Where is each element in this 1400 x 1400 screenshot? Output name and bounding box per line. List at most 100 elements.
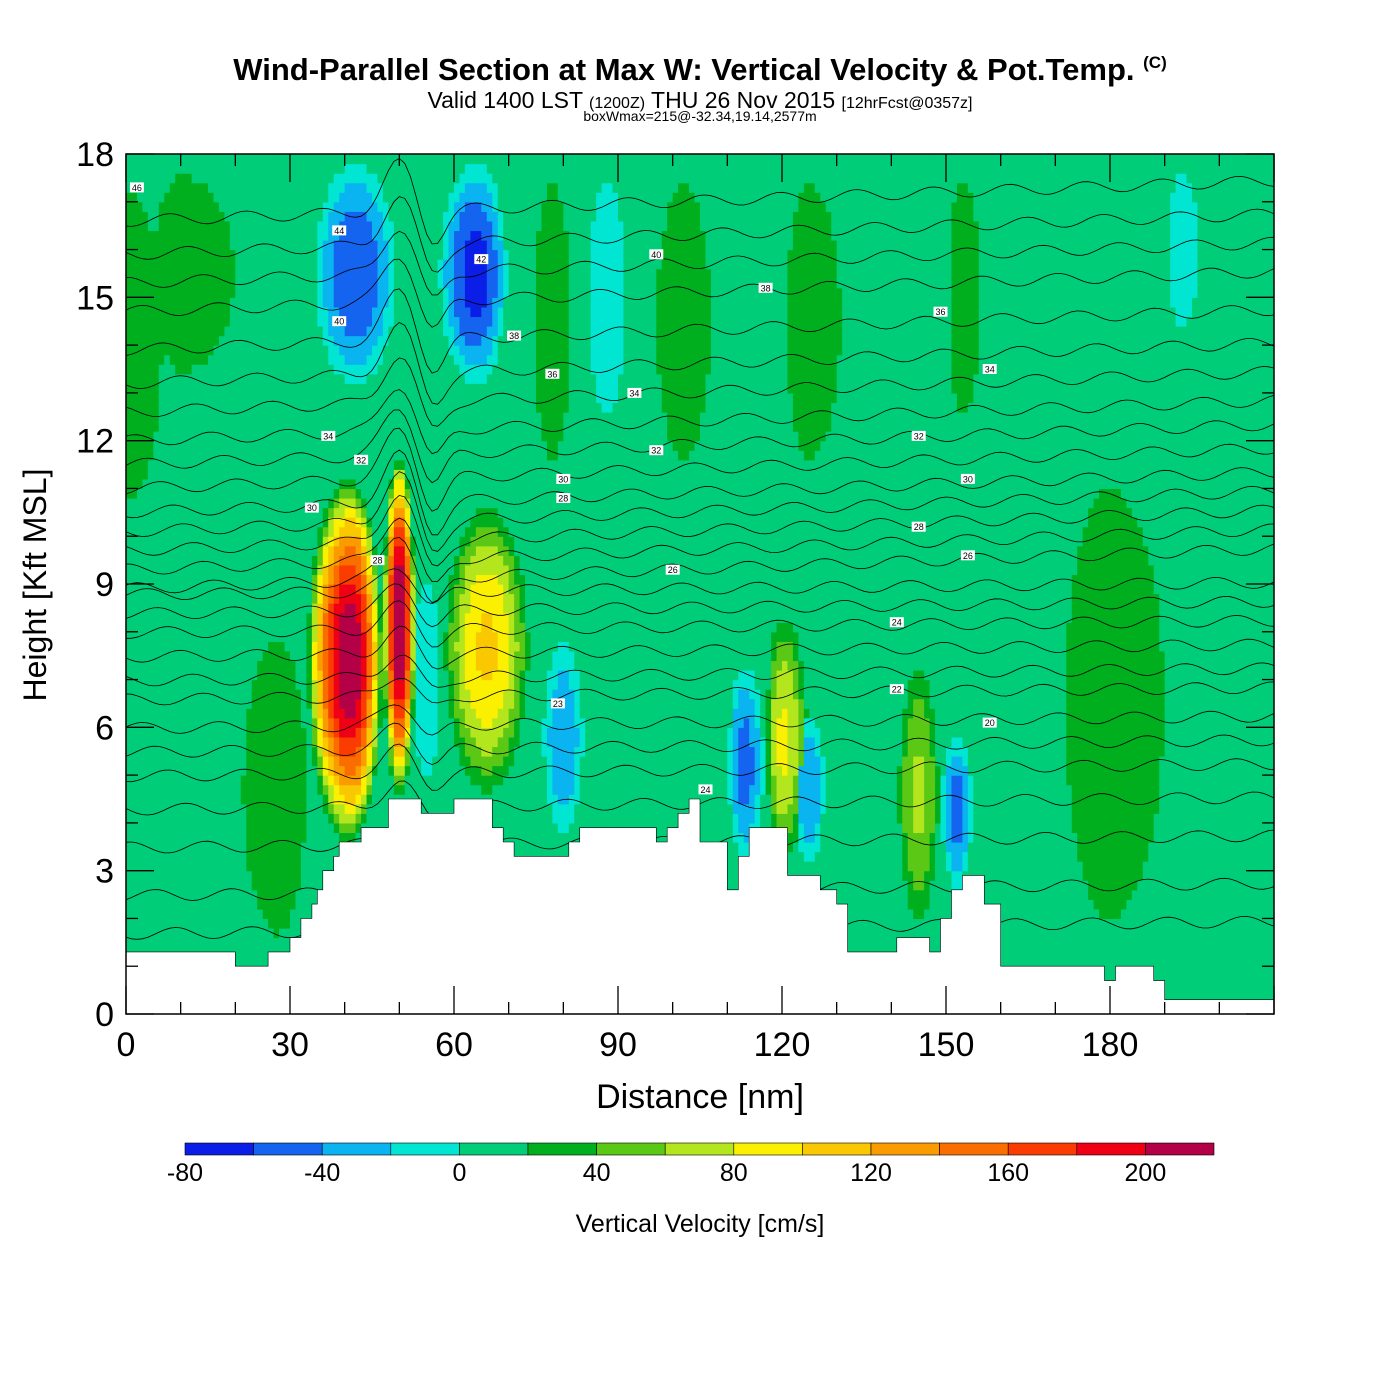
velocity-cell bbox=[142, 201, 149, 212]
velocity-cell bbox=[328, 555, 335, 566]
velocity-cell bbox=[142, 736, 149, 748]
velocity-cell bbox=[131, 908, 138, 920]
velocity-cell bbox=[377, 813, 384, 824]
velocity-cell bbox=[377, 268, 384, 279]
velocity-cell bbox=[191, 450, 198, 461]
velocity-cell bbox=[377, 412, 384, 423]
velocity-cell bbox=[399, 612, 406, 623]
velocity-cell bbox=[229, 612, 236, 623]
velocity-cell bbox=[191, 440, 198, 451]
velocity-cell bbox=[180, 517, 187, 528]
velocity-cell bbox=[153, 421, 160, 432]
velocity-cell bbox=[169, 593, 176, 604]
velocity-cell bbox=[284, 517, 291, 528]
velocity-cell bbox=[224, 478, 231, 490]
velocity-cell bbox=[158, 383, 165, 394]
velocity-cell bbox=[224, 899, 231, 910]
velocity-cell bbox=[213, 679, 220, 690]
velocity-cell bbox=[339, 182, 346, 193]
velocity-cell bbox=[279, 851, 286, 862]
velocity-cell bbox=[142, 765, 149, 776]
velocity-cell bbox=[164, 861, 171, 872]
velocity-cell bbox=[158, 259, 165, 270]
velocity-cell bbox=[317, 736, 324, 748]
velocity-cell bbox=[197, 889, 204, 900]
velocity-cell bbox=[279, 698, 286, 709]
velocity-cell bbox=[333, 154, 340, 165]
velocity-cell bbox=[251, 259, 258, 270]
velocity-cell bbox=[229, 192, 236, 203]
velocity-cell bbox=[131, 794, 138, 805]
velocity-cell bbox=[164, 364, 171, 375]
velocity-cell bbox=[126, 431, 133, 442]
velocity-cell bbox=[158, 756, 165, 767]
velocity-cell bbox=[344, 536, 351, 547]
velocity-cell bbox=[224, 937, 231, 948]
velocity-cell bbox=[404, 354, 411, 365]
velocity-cell bbox=[208, 880, 215, 891]
velocity-cell bbox=[126, 326, 133, 337]
velocity-cell bbox=[284, 555, 291, 566]
velocity-cell bbox=[388, 268, 395, 279]
velocity-cell bbox=[268, 412, 275, 423]
velocity-cell bbox=[366, 297, 373, 308]
velocity-cell bbox=[295, 908, 302, 920]
velocity-cell bbox=[306, 650, 313, 662]
velocity-cell bbox=[164, 708, 171, 719]
velocity-cell bbox=[339, 201, 346, 212]
velocity-cell bbox=[251, 870, 258, 881]
velocity-cell bbox=[262, 412, 269, 423]
velocity-cell bbox=[229, 421, 236, 432]
velocity-cell bbox=[399, 526, 406, 537]
velocity-cell bbox=[333, 784, 340, 795]
velocity-cell bbox=[218, 306, 225, 318]
velocity-cell bbox=[372, 517, 379, 528]
velocity-cell bbox=[306, 813, 313, 824]
velocity-cell bbox=[377, 230, 384, 241]
velocity-cell bbox=[257, 555, 264, 566]
velocity-cell bbox=[350, 756, 357, 767]
velocity-cell bbox=[246, 603, 253, 614]
velocity-cell bbox=[279, 870, 286, 881]
velocity-cell bbox=[257, 478, 264, 490]
velocity-cell bbox=[355, 517, 362, 528]
velocity-cell bbox=[251, 517, 258, 528]
velocity-cell bbox=[158, 928, 165, 939]
velocity-cell bbox=[175, 364, 182, 375]
velocity-cell bbox=[131, 354, 138, 365]
velocity-cell bbox=[344, 679, 351, 690]
velocity-cell bbox=[246, 440, 253, 451]
velocity-cell bbox=[136, 564, 143, 576]
velocity-cell bbox=[142, 335, 149, 346]
velocity-cell bbox=[235, 631, 242, 642]
velocity-cell bbox=[235, 756, 242, 767]
velocity-cell bbox=[339, 756, 346, 767]
velocity-cell bbox=[290, 240, 297, 251]
velocity-cell bbox=[197, 555, 204, 566]
velocity-cell bbox=[142, 402, 149, 413]
velocity-cell bbox=[126, 182, 133, 193]
velocity-cell bbox=[229, 832, 236, 843]
velocity-cell bbox=[208, 306, 215, 318]
velocity-cell bbox=[240, 201, 247, 212]
velocity-cell bbox=[306, 392, 313, 404]
velocity-cell bbox=[218, 249, 225, 260]
velocity-cell bbox=[317, 278, 324, 289]
velocity-cell bbox=[229, 517, 236, 528]
velocity-cell bbox=[284, 689, 291, 700]
velocity-cell bbox=[186, 517, 193, 528]
velocity-cell bbox=[317, 240, 324, 251]
velocity-cell bbox=[377, 211, 384, 222]
velocity-cell bbox=[393, 201, 400, 212]
velocity-cell bbox=[131, 584, 138, 595]
velocity-cell bbox=[377, 431, 384, 442]
velocity-cell bbox=[213, 937, 220, 948]
velocity-cell bbox=[240, 784, 247, 795]
velocity-cell bbox=[202, 622, 209, 633]
velocity-cell bbox=[350, 564, 357, 576]
velocity-cell bbox=[126, 259, 133, 270]
velocity-cell bbox=[372, 450, 379, 461]
velocity-cell bbox=[213, 488, 220, 499]
velocity-cell bbox=[372, 813, 379, 824]
velocity-cell bbox=[339, 775, 346, 786]
